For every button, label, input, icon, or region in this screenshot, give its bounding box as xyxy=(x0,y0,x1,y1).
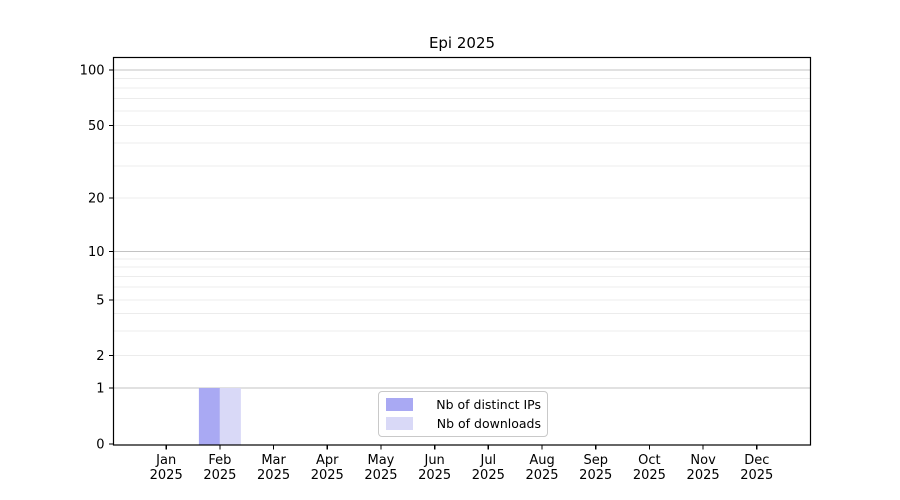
x-tick-label-month: Nov xyxy=(690,453,716,468)
x-tick-label-year: 2025 xyxy=(579,468,612,483)
legend-item-downloads: Nb of downloads xyxy=(386,415,541,431)
x-tick-label-month: Jun xyxy=(423,453,444,468)
x-tick-label-month: Aug xyxy=(529,453,554,468)
x-tick-label-year: 2025 xyxy=(257,468,290,483)
x-tick-label-year: 2025 xyxy=(740,468,773,483)
x-tick-label-year: 2025 xyxy=(472,468,505,483)
x-tick-label-year: 2025 xyxy=(633,468,666,483)
x-tick-label-year: 2025 xyxy=(364,468,397,483)
x-tick-label-month: Mar xyxy=(261,453,286,468)
legend-label-distinct-ips: Nb of distinct IPs xyxy=(436,397,541,413)
x-tick-label-month: Jan xyxy=(155,453,176,468)
legend-item-distinct-ips: Nb of distinct IPs xyxy=(386,397,541,413)
x-tick-label-month: Dec xyxy=(744,453,769,468)
y-tick-label: 50 xyxy=(88,119,105,134)
legend-swatch-distinct-ips xyxy=(386,398,413,412)
x-tick-label-month: Oct xyxy=(638,453,660,468)
y-tick-label: 1 xyxy=(96,382,104,397)
y-tick-label: 10 xyxy=(88,245,105,260)
legend-label-downloads: Nb of downloads xyxy=(436,415,541,431)
y-tick-label: 100 xyxy=(80,64,105,79)
y-tick-label: 0 xyxy=(96,438,104,453)
x-tick-label-month: Jul xyxy=(479,453,496,468)
x-tick-label-year: 2025 xyxy=(525,468,558,483)
x-tick-label-year: 2025 xyxy=(311,468,344,483)
x-tick-label-year: 2025 xyxy=(203,468,236,483)
x-tick-label-year: 2025 xyxy=(150,468,183,483)
chart-title: Epi 2025 xyxy=(428,34,496,52)
x-tick-label-month: Apr xyxy=(316,453,339,468)
y-tick-label: 5 xyxy=(96,294,104,309)
legend-swatch-downloads xyxy=(386,416,413,430)
bar-nb-of-downloads xyxy=(219,388,241,445)
x-tick-label-month: Sep xyxy=(583,453,608,468)
x-tick-label-year: 2025 xyxy=(418,468,451,483)
x-tick-label-month: Feb xyxy=(208,453,231,468)
bar-nb-of-distinct-ips xyxy=(198,388,220,445)
y-tick-label: 20 xyxy=(88,192,105,207)
legend: Nb of distinct IPs Nb of downloads xyxy=(378,391,548,437)
x-tick-label-month: May xyxy=(368,453,395,468)
y-tick-label: 2 xyxy=(96,349,104,364)
x-tick-label-year: 2025 xyxy=(687,468,720,483)
